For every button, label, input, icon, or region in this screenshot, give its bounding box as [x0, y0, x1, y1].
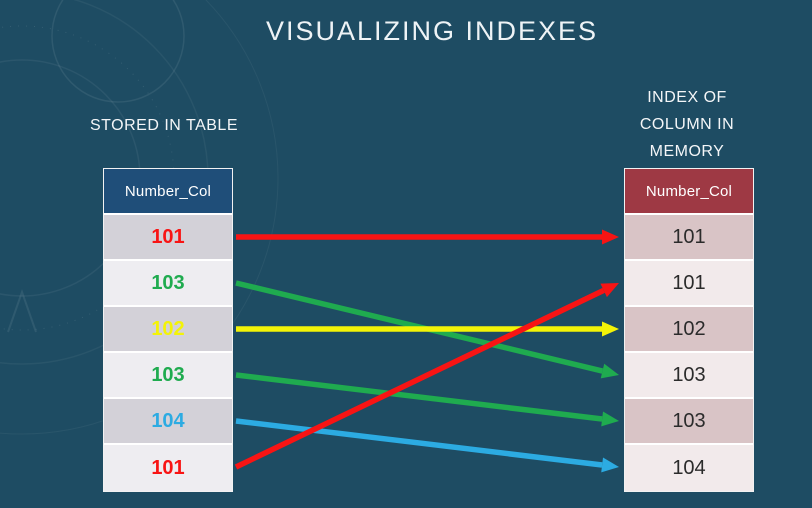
right-cell-value: 101 — [672, 271, 706, 294]
left-cell-value: 103 — [151, 363, 185, 386]
right-table-header: Number_Col — [625, 169, 753, 215]
right-table-row: 101 — [625, 261, 753, 307]
left-cell-value: 101 — [151, 225, 185, 248]
left-cell-value: 102 — [151, 317, 185, 340]
left-table-row: 101 — [104, 215, 232, 261]
right-table-row: 103 — [625, 353, 753, 399]
right-table-row: 101 — [625, 215, 753, 261]
left-table-header: Number_Col — [104, 169, 232, 215]
index-in-memory-table: Number_Col 101 101 102 103 103 104 — [624, 168, 754, 492]
right-cell-value: 101 — [672, 225, 706, 248]
left-table-row: 102 — [104, 307, 232, 353]
left-table-row: 103 — [104, 353, 232, 399]
left-table-label: STORED IN TABLE — [90, 117, 238, 134]
right-table-row: 103 — [625, 399, 753, 445]
stored-in-table: Number_Col 101 103 102 103 104 101 — [103, 168, 233, 492]
left-cell-value: 101 — [151, 456, 185, 479]
right-table-row: 104 — [625, 445, 753, 491]
left-table-row: 101 — [104, 445, 232, 491]
page-title: VISUALIZING INDEXES — [265, 16, 599, 46]
left-table-row: 103 — [104, 261, 232, 307]
right-cell-value: 103 — [672, 363, 706, 386]
left-cell-value: 104 — [151, 409, 185, 432]
right-table-row: 102 — [625, 307, 753, 353]
right-cell-value: 104 — [672, 456, 706, 479]
right-cell-value: 103 — [672, 409, 706, 432]
right-table-label: INDEX OF COLUMN IN MEMORY — [639, 89, 735, 160]
left-table-row: 104 — [104, 399, 232, 445]
right-cell-value: 102 — [672, 317, 706, 340]
left-cell-value: 103 — [151, 271, 185, 294]
